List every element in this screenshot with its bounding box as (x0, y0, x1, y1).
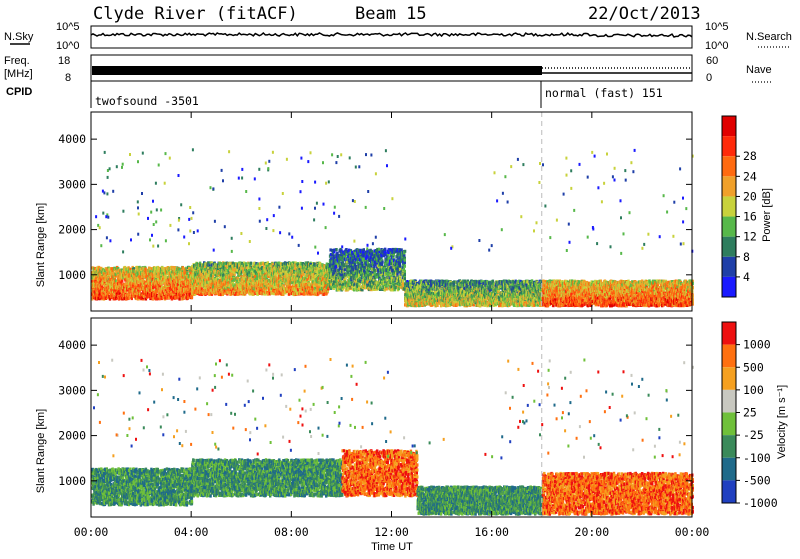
freq-tick-bottom: 8 (65, 72, 71, 84)
scatter-cell (174, 297, 176, 300)
cpid-segment-2: normal (fast) 151 (545, 86, 663, 100)
noise-panel: N.Sky 10^5 10^0 10^5 10^0 N.Search (4, 21, 792, 52)
nsky-trace (91, 33, 692, 37)
nsky-label: N.Sky (4, 31, 34, 43)
nave-tick-bottom: 0 (706, 72, 712, 84)
date-title: 22/Oct/2013 (588, 4, 701, 24)
noise-tick-left-bottom: 10^0 (56, 40, 80, 52)
nave-label: Nave (746, 64, 772, 76)
scatter-cell (121, 280, 123, 283)
nsearch-label: N.Search (746, 31, 792, 43)
nave-tick-top: 60 (706, 55, 718, 67)
cpid-panel: CPID twofsound -3501 normal (fast) 151 (6, 81, 663, 108)
cpid-segment-1: twofsound -3501 (95, 94, 199, 108)
freq-panel: Freq. [MHz] 18 8 60 0 Nave (4, 55, 772, 84)
radar-figure: Clyde River (fitACF) Beam 15 22/Oct/2013… (0, 0, 800, 554)
station-title: Clyde River (fitACF) (93, 4, 298, 24)
freq-label: Freq. (4, 55, 30, 67)
noise-tick-right-top: 10^5 (705, 21, 729, 33)
freq-trace (92, 66, 542, 75)
cpid-label: CPID (6, 86, 32, 98)
noise-tick-right-bottom: 10^0 (705, 40, 729, 52)
beam-title: Beam 15 (355, 4, 427, 24)
freq-unit-label: [MHz] (4, 68, 33, 80)
noise-tick-left-top: 10^5 (56, 21, 80, 33)
freq-tick-top: 18 (58, 55, 70, 67)
power-plot-area (91, 112, 694, 311)
